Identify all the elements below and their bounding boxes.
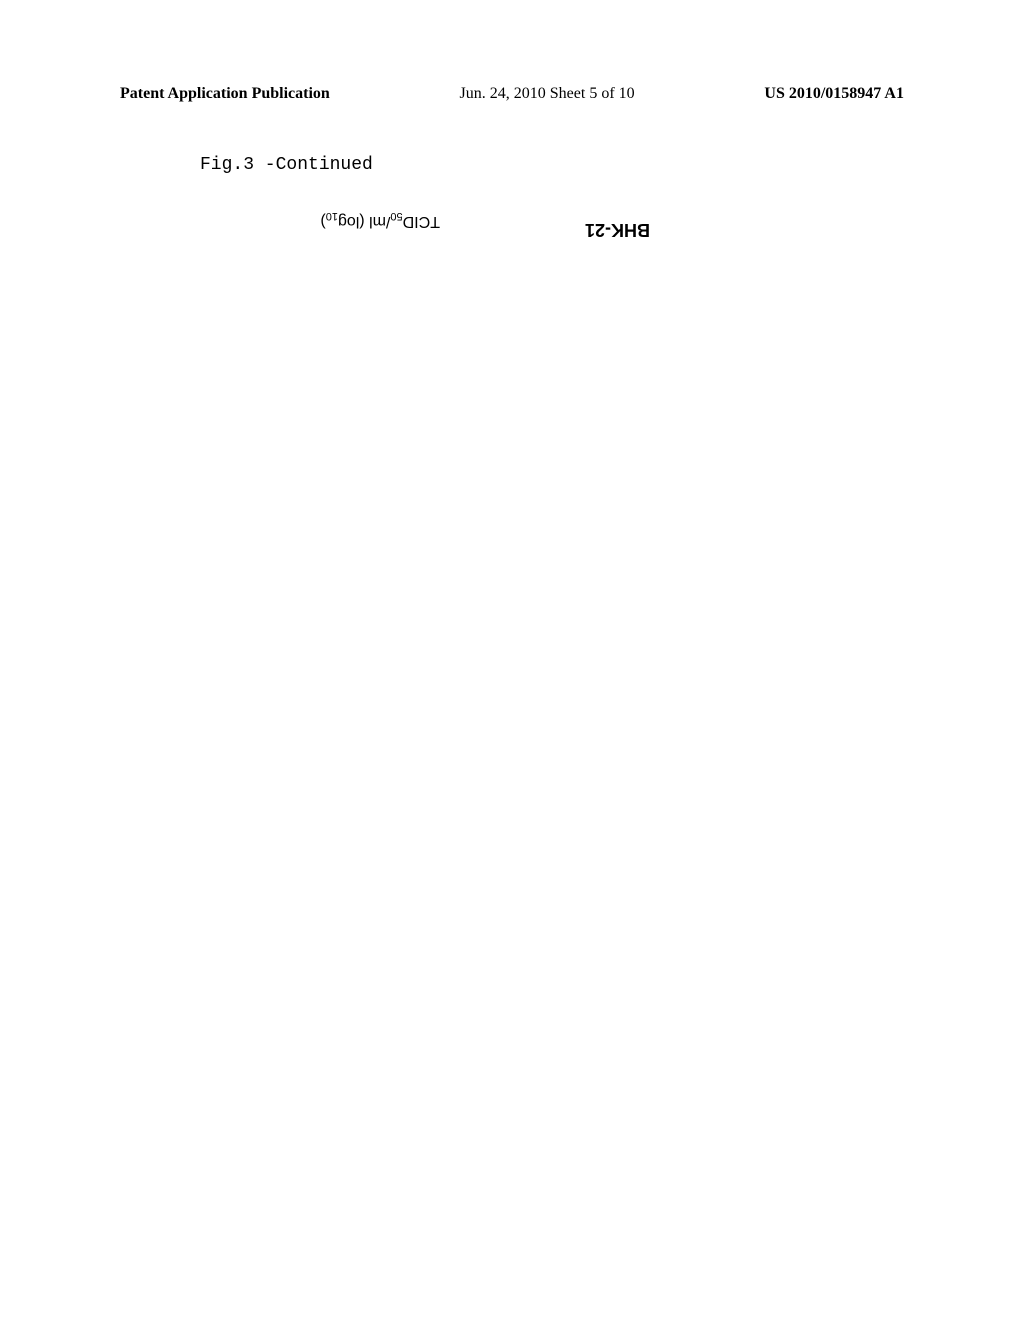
cell-line-label: BHK-21 bbox=[585, 219, 650, 240]
charts-rotated-container: BHK-21 TCID50/ml (log10) 01234567 SnCD16… bbox=[170, 0, 810, 200]
y-axis-sub2: 10 bbox=[326, 210, 338, 222]
y-axis-part2: /ml (log bbox=[338, 213, 390, 230]
y-axis-part3: ) bbox=[320, 213, 325, 230]
y-axis-label: TCID50/ml (log10) bbox=[320, 210, 440, 230]
y-axis-sub1: 50 bbox=[390, 210, 402, 222]
y-axis-part1: TCID bbox=[403, 213, 440, 230]
